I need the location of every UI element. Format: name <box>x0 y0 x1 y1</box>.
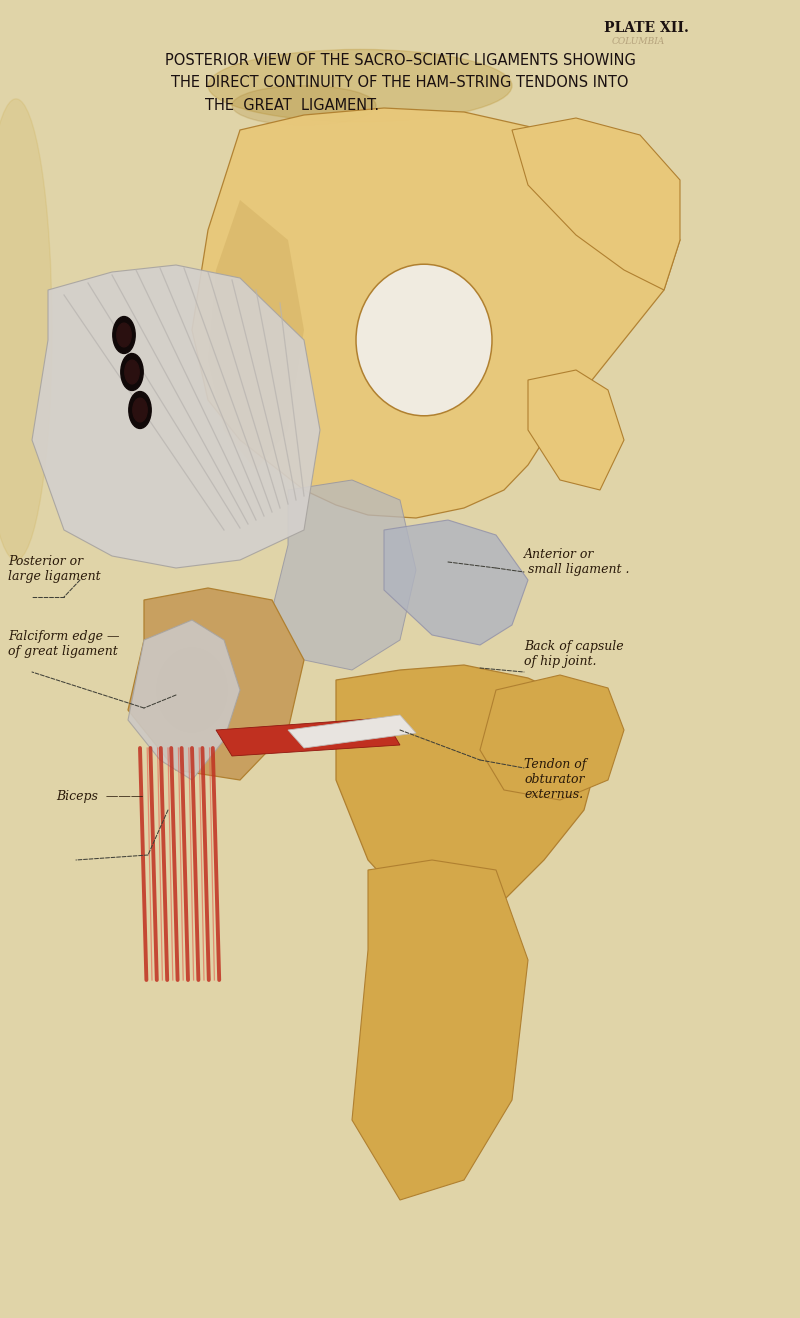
Text: Posterior or
large ligament: Posterior or large ligament <box>8 555 101 583</box>
Text: Anterior or
 small ligament .: Anterior or small ligament . <box>524 548 630 576</box>
Text: COLUMBIA: COLUMBIA <box>612 37 666 46</box>
Circle shape <box>133 398 147 422</box>
Polygon shape <box>288 714 416 749</box>
Polygon shape <box>32 265 320 568</box>
Text: Biceps  ———: Biceps ——— <box>56 789 143 803</box>
Text: POSTERIOR VIEW OF THE SACRO–SCIATIC LIGAMENTS SHOWING: POSTERIOR VIEW OF THE SACRO–SCIATIC LIGA… <box>165 53 635 67</box>
Text: PLATE XII.: PLATE XII. <box>604 21 689 36</box>
Circle shape <box>117 323 131 347</box>
Circle shape <box>113 316 135 353</box>
Polygon shape <box>128 588 304 780</box>
Polygon shape <box>384 521 528 645</box>
Circle shape <box>125 360 139 384</box>
Ellipse shape <box>0 99 52 560</box>
Polygon shape <box>336 666 600 920</box>
Text: THE  GREAT  LIGAMENT.: THE GREAT LIGAMENT. <box>205 98 379 112</box>
Polygon shape <box>352 861 528 1199</box>
Circle shape <box>121 353 143 390</box>
Polygon shape <box>272 480 416 670</box>
Polygon shape <box>528 370 624 490</box>
Ellipse shape <box>232 86 376 125</box>
Ellipse shape <box>356 264 492 415</box>
Polygon shape <box>128 619 240 780</box>
Ellipse shape <box>156 647 228 733</box>
Polygon shape <box>208 200 304 471</box>
Text: Tendon of
obturator
externus.: Tendon of obturator externus. <box>524 758 586 801</box>
Text: Falciform edge —
of great ligament: Falciform edge — of great ligament <box>8 630 119 658</box>
Polygon shape <box>480 675 624 800</box>
Polygon shape <box>512 119 680 290</box>
Polygon shape <box>216 718 400 757</box>
Circle shape <box>129 391 151 428</box>
Text: Back of capsule
of hip joint.: Back of capsule of hip joint. <box>524 641 624 668</box>
Ellipse shape <box>208 49 512 121</box>
Polygon shape <box>192 108 680 518</box>
Text: THE DIRECT CONTINUITY OF THE HAM–STRING TENDONS INTO: THE DIRECT CONTINUITY OF THE HAM–STRING … <box>171 75 629 90</box>
